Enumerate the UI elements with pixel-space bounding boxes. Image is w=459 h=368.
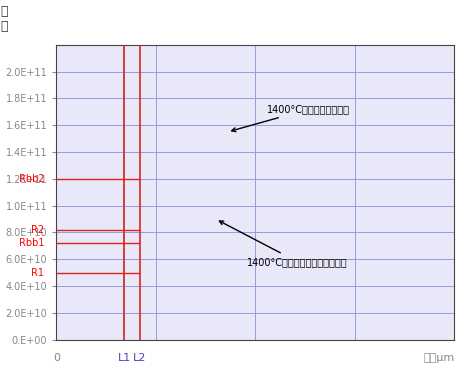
Text: R1: R1 bbox=[31, 268, 45, 277]
Text: 0: 0 bbox=[53, 353, 60, 363]
Text: Rbb1: Rbb1 bbox=[19, 238, 45, 248]
Text: Rbb2: Rbb2 bbox=[19, 174, 45, 184]
Text: 波長μm: 波長μm bbox=[422, 353, 453, 363]
Text: 輝
度: 輝 度 bbox=[1, 5, 8, 33]
Text: 1400°Cにおける黒体放射: 1400°Cにおける黒体放射 bbox=[231, 104, 350, 132]
Text: L2: L2 bbox=[133, 353, 146, 363]
Text: L1: L1 bbox=[117, 353, 130, 363]
Text: 1400°Cにおける一般物体の放射: 1400°Cにおける一般物体の放射 bbox=[219, 221, 347, 267]
Text: R2: R2 bbox=[31, 225, 45, 235]
